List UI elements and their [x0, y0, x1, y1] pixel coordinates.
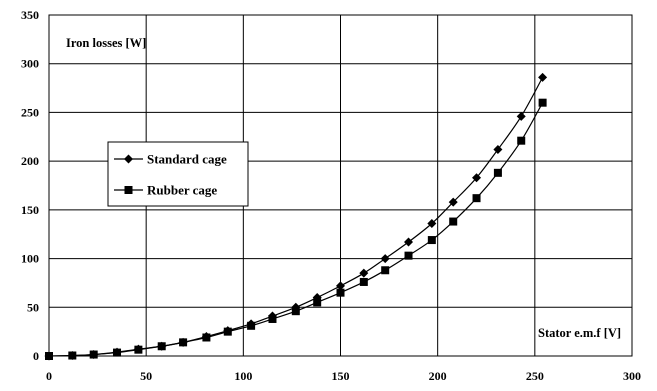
y-tick-labels: 0 50 100 150 200 250 300 350 — [21, 8, 39, 363]
data-point-rubber — [89, 350, 98, 359]
data-point-rubber — [247, 321, 256, 330]
data-point-rubber — [517, 136, 526, 145]
y-tick-label: 100 — [21, 252, 39, 266]
data-point-rubber — [223, 327, 232, 336]
data-point-rubber — [538, 98, 547, 107]
legend: Standard cage Rubber cage — [107, 141, 249, 207]
plot-area-frame — [48, 14, 633, 357]
data-point-rubber — [336, 288, 345, 297]
data-point-rubber — [179, 338, 188, 347]
legend-marker-diamond — [124, 154, 133, 164]
y-tick-label: 200 — [21, 154, 39, 168]
data-point-rubber — [449, 217, 458, 226]
data-point-standard — [538, 72, 548, 82]
data-point-standard — [493, 144, 503, 154]
data-point-standard — [516, 111, 526, 121]
series-layer — [44, 72, 548, 361]
y-tick-label: 50 — [27, 300, 39, 314]
x-tick-label: 150 — [332, 369, 350, 383]
legend-label-rubber: Rubber cage — [147, 183, 217, 198]
data-point-standard — [448, 197, 458, 207]
x-tick-label: 100 — [234, 369, 252, 383]
data-point-rubber — [359, 277, 368, 286]
data-point-standard — [380, 254, 390, 264]
series-line-rubber — [48, 102, 544, 357]
data-point-rubber — [427, 236, 436, 245]
data-point-standard — [404, 237, 414, 247]
x-tick-label: 250 — [526, 369, 544, 383]
data-point-rubber — [291, 307, 300, 316]
data-point-rubber — [313, 298, 322, 307]
x-tick-labels: 0 50 100 150 200 250 300 — [46, 369, 641, 383]
data-point-standard — [359, 268, 369, 278]
data-point-rubber — [45, 352, 53, 360]
data-point-rubber — [472, 194, 481, 203]
y-tick-label: 150 — [21, 203, 39, 217]
legend-box — [107, 141, 249, 207]
data-point-rubber — [268, 314, 277, 323]
x-tick-label: 50 — [140, 369, 152, 383]
legend-marker-square — [124, 186, 133, 194]
data-point-standard — [336, 281, 345, 291]
y-axis-title: Iron losses [W] — [66, 36, 146, 50]
y-tick-label: 0 — [33, 349, 39, 363]
data-point-rubber — [68, 351, 77, 360]
data-point-rubber — [404, 251, 413, 260]
data-point-rubber — [493, 168, 502, 177]
data-point-standard — [472, 173, 482, 183]
legend-label-standard: Standard cage — [147, 152, 227, 167]
data-point-rubber — [134, 345, 143, 354]
y-tick-label: 300 — [21, 57, 39, 71]
data-point-rubber — [381, 266, 390, 275]
y-tick-label: 350 — [21, 8, 39, 22]
x-axis-title: Stator e.m.f [V] — [538, 326, 621, 340]
data-point-rubber — [202, 333, 211, 342]
x-tick-label: 200 — [429, 369, 447, 383]
x-tick-label: 300 — [623, 369, 641, 383]
y-tick-label: 250 — [21, 105, 39, 119]
data-point-rubber — [157, 342, 166, 351]
data-point-rubber — [113, 348, 122, 357]
x-tick-label: 0 — [46, 369, 52, 383]
data-point-standard — [427, 218, 437, 228]
